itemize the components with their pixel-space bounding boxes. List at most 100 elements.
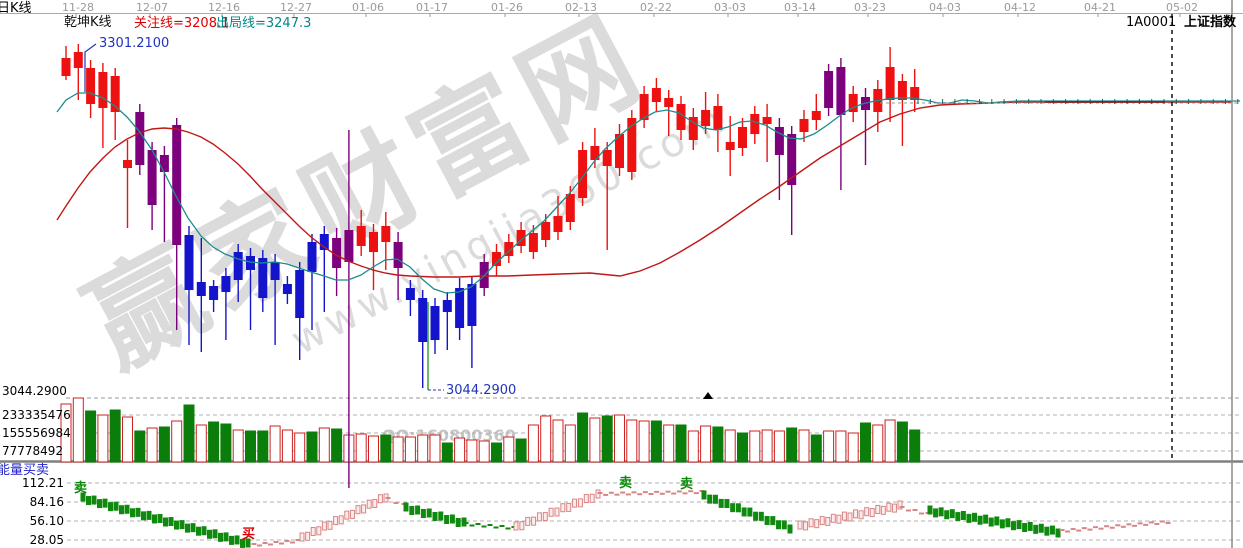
wave-candle — [1016, 520, 1022, 530]
volume-bar — [773, 430, 785, 463]
wave-candle — [864, 507, 870, 517]
volume-bar — [281, 429, 293, 463]
volume-bar — [515, 438, 527, 463]
wave-candle — [897, 500, 903, 510]
wave-candle — [333, 516, 339, 526]
wave-candle — [361, 504, 367, 514]
wave-candle — [102, 498, 108, 508]
volume-bar — [429, 434, 441, 463]
ma-slow-line — [56, 101, 1232, 278]
wave-candle — [316, 526, 322, 536]
wave-dash — [1104, 525, 1110, 528]
wave-dash — [682, 492, 688, 495]
wave-candle — [327, 520, 333, 530]
candle-body — [172, 125, 182, 245]
volume-bar — [417, 434, 429, 463]
candle-body — [602, 150, 612, 166]
wave-candle — [174, 520, 179, 530]
wave-candle — [91, 495, 97, 505]
candle-body — [405, 288, 415, 300]
candle-body — [159, 155, 169, 172]
volume-bar — [552, 419, 564, 463]
wave-candle — [310, 527, 316, 537]
wave-candle — [141, 511, 146, 521]
wave-candle — [542, 512, 548, 522]
candle-body — [442, 300, 452, 312]
wave-candle — [1044, 526, 1050, 536]
volume-bar — [823, 430, 835, 463]
wave-candle — [207, 529, 212, 539]
volume-bar — [749, 430, 761, 463]
wave-dash — [1148, 521, 1154, 524]
wave-dash — [1109, 526, 1115, 529]
wave-candle — [972, 512, 978, 522]
high-callout-line — [84, 43, 97, 92]
volume-bar — [72, 397, 84, 463]
wave-candle — [299, 532, 305, 542]
volume-bar — [491, 442, 502, 463]
wave-candle — [179, 520, 185, 530]
volume-bar — [687, 430, 699, 463]
wave-dash — [1087, 528, 1093, 531]
candle-body — [799, 119, 809, 132]
candle-body — [639, 94, 649, 120]
candle-body — [627, 118, 637, 172]
candle-body — [332, 238, 342, 268]
candle-body — [762, 117, 772, 124]
candle-body — [738, 127, 747, 148]
wave-candle — [949, 509, 955, 519]
volume-bar — [540, 415, 552, 463]
candle-body — [590, 146, 600, 160]
wave-dash — [1165, 522, 1171, 524]
candle-body — [209, 286, 219, 300]
wave-candle — [513, 521, 519, 531]
wave-candle — [157, 513, 163, 523]
wave-dash — [295, 539, 301, 541]
candle-body — [356, 226, 366, 246]
wave-dash — [637, 493, 643, 496]
wave-candle — [80, 492, 86, 502]
wave-candle — [245, 538, 251, 548]
wave-candle — [409, 506, 415, 515]
volume-bar — [245, 430, 256, 463]
wave-candle — [819, 516, 825, 526]
candle-body — [848, 94, 858, 112]
wave-dash — [393, 502, 399, 504]
volume-bar — [577, 412, 589, 463]
wave-candle — [349, 509, 355, 519]
candle-body — [651, 88, 661, 102]
wave-candle — [1010, 521, 1016, 531]
wave-candle — [853, 509, 859, 519]
wave-dash — [290, 541, 295, 544]
wave-candle — [124, 504, 130, 514]
wave-candle — [426, 508, 432, 518]
wave-candle — [168, 517, 174, 527]
candle-body — [553, 216, 563, 232]
volume-bar — [109, 409, 121, 463]
candle-body — [135, 112, 145, 165]
volume-bar — [503, 436, 515, 463]
volume-bar — [896, 421, 908, 463]
volume-bar — [294, 432, 306, 463]
candle-body — [504, 242, 514, 256]
marker-triangle — [703, 392, 713, 399]
wave-candle — [196, 526, 201, 536]
wave-dash — [469, 524, 475, 527]
volume-bar — [134, 430, 146, 463]
wave-dash — [625, 493, 631, 496]
wave-dash — [487, 524, 493, 526]
wave-dash — [688, 490, 694, 493]
wave-dash — [1070, 528, 1076, 531]
wave-dash — [1126, 523, 1132, 526]
wave-candle — [955, 512, 961, 522]
candle-body — [381, 226, 391, 242]
volume-bar — [355, 433, 367, 463]
wave-dash — [1059, 529, 1065, 531]
candle-body — [344, 230, 354, 262]
volume-bar — [60, 403, 72, 463]
wave-candle — [113, 501, 119, 511]
wave-dash — [676, 490, 682, 493]
wave-candle — [735, 503, 741, 513]
wave-dash — [654, 490, 660, 493]
